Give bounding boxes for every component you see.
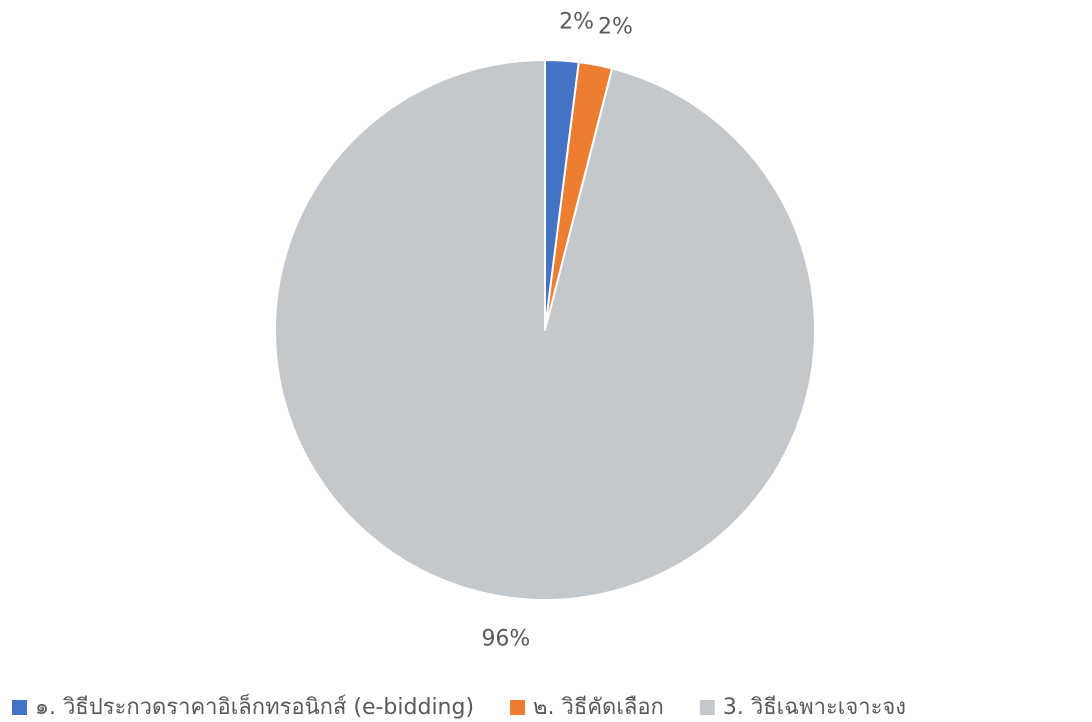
pie-slice <box>274 59 816 601</box>
data-label: 2% <box>598 15 633 40</box>
legend-swatch <box>510 700 526 715</box>
legend-swatch <box>699 700 715 715</box>
data-label: 96% <box>481 627 530 652</box>
legend-label: ๑. วิธีประกวดราคาอิเล็กทรอนิกส์ (e-biddi… <box>35 692 474 720</box>
legend-label: ๒. วิธีคัดเลือก <box>533 695 664 720</box>
legend-swatch <box>12 700 27 715</box>
data-label: 2% <box>559 10 594 35</box>
legend-label: 3. วิธีเฉพาะเจาะจง <box>723 695 906 720</box>
